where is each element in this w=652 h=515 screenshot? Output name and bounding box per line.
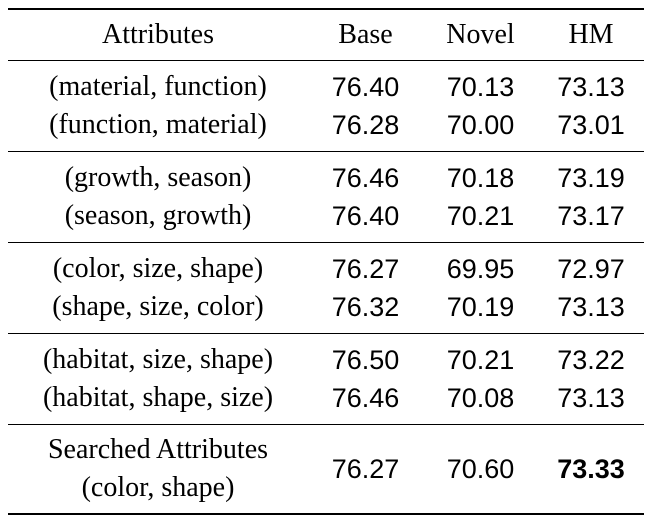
- cell-base: 76.46: [331, 163, 400, 193]
- table-header: Attributes Base Novel HM: [8, 8, 644, 61]
- cell-attributes: (season, growth): [8, 197, 308, 243]
- cell-hm: 73.01: [538, 106, 644, 152]
- table-row: (color, size, shape) 76.27 69.95 72.97: [8, 243, 644, 289]
- cell-attributes: (growth, season): [64, 162, 252, 193]
- header-novel: Novel: [423, 8, 538, 61]
- header-hm: HM: [538, 8, 644, 61]
- cell-base: 76.50: [331, 345, 400, 375]
- table-row: (material, function) 76.40 70.13 73.13: [8, 61, 644, 107]
- table-body: (material, function) 76.40 70.13 73.13 (…: [8, 61, 644, 515]
- table-row: (shape, size, color) 76.32 70.19 73.13: [8, 288, 644, 334]
- cell-novel: 69.95: [446, 254, 515, 284]
- attribute-order-results-table: Attributes Base Novel HM (material, func…: [8, 8, 644, 515]
- table-row: (growth, season) 76.46 70.18 73.19: [8, 152, 644, 198]
- cell-hm: 73.19: [557, 163, 625, 193]
- cell-base: 76.46: [308, 379, 423, 425]
- cell-novel: 70.13: [446, 72, 515, 102]
- cell-hm: 73.17: [538, 197, 644, 243]
- cell-attributes: (material, function): [49, 71, 267, 102]
- table-row: (season, growth) 76.40 70.21 73.17: [8, 197, 644, 243]
- cell-attributes: (function, material): [8, 106, 308, 152]
- cell-base: 76.32: [308, 288, 423, 334]
- searched-attributes-row: Searched Attributes (color, shape) 76.27…: [8, 424, 644, 515]
- header-row: Attributes Base Novel HM: [8, 8, 644, 61]
- cell-novel: 70.60: [423, 424, 538, 515]
- table-row: (habitat, size, shape) 76.50 70.21 73.22: [8, 334, 644, 380]
- cell-novel: 70.21: [446, 345, 515, 375]
- cell-novel: 70.19: [423, 288, 538, 334]
- cell-novel: 70.00: [423, 106, 538, 152]
- cell-base: 76.28: [308, 106, 423, 152]
- table-row: (habitat, shape, size) 76.46 70.08 73.13: [8, 379, 644, 425]
- cell-novel: 70.18: [446, 163, 515, 193]
- header-attributes: Attributes: [8, 8, 308, 61]
- cell-hm: 73.13: [557, 72, 625, 102]
- searched-attributes-value: (color, shape): [81, 472, 235, 503]
- cell-hm: 73.13: [538, 288, 644, 334]
- results-table-container: Attributes Base Novel HM (material, func…: [8, 8, 644, 515]
- header-base: Base: [308, 8, 423, 61]
- table-row: (function, material) 76.28 70.00 73.01: [8, 106, 644, 152]
- cell-base: 76.27: [331, 254, 400, 284]
- cell-attributes: (habitat, shape, size): [8, 379, 308, 425]
- cell-hm: 72.97: [557, 254, 625, 284]
- cell-hm-best: 73.33: [538, 424, 644, 515]
- cell-novel: 70.08: [423, 379, 538, 425]
- cell-attributes: (color, size, shape): [52, 253, 264, 284]
- cell-base: 76.27: [308, 424, 423, 515]
- cell-base: 76.40: [308, 197, 423, 243]
- cell-attributes: (habitat, size, shape): [42, 344, 274, 375]
- searched-attributes-label: Searched Attributes: [47, 434, 269, 465]
- cell-hm: 73.22: [557, 345, 625, 375]
- cell-attributes: (shape, size, color): [8, 288, 308, 334]
- cell-base: 76.40: [331, 72, 400, 102]
- cell-searched-attributes: Searched Attributes (color, shape): [8, 424, 308, 515]
- cell-hm: 73.13: [538, 379, 644, 425]
- cell-novel: 70.21: [423, 197, 538, 243]
